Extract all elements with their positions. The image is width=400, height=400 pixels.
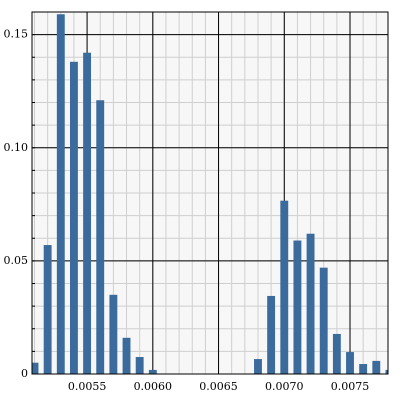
x-tick-label: 0.0075 xyxy=(331,380,370,393)
y-tick-label: 0.10 xyxy=(4,141,29,154)
bar xyxy=(56,14,65,374)
bar xyxy=(306,233,315,374)
bar xyxy=(359,364,368,374)
x-tick-label: 0.0070 xyxy=(265,380,304,393)
bar xyxy=(254,359,262,374)
plot-frame xyxy=(31,11,389,375)
bar xyxy=(83,52,92,374)
bar xyxy=(280,200,289,374)
bar xyxy=(293,240,302,374)
bar xyxy=(43,245,52,374)
bar xyxy=(96,100,105,375)
bar xyxy=(267,295,276,374)
y-tick-label: 0 xyxy=(21,367,28,380)
bar xyxy=(385,369,388,374)
y-tick-label: 0.05 xyxy=(4,254,29,267)
bar xyxy=(69,61,78,375)
x-tick-label: 0.0060 xyxy=(134,380,173,393)
bar xyxy=(148,369,157,374)
bar xyxy=(109,294,118,374)
x-tick-label: 0.0055 xyxy=(68,380,107,393)
bar xyxy=(135,357,144,374)
bar xyxy=(122,337,131,374)
bar xyxy=(346,352,354,374)
y-tick-label: 0.15 xyxy=(4,28,29,41)
bar xyxy=(372,360,381,374)
bar xyxy=(332,333,341,374)
x-tick-label: 0.0065 xyxy=(199,380,238,393)
bar xyxy=(32,362,39,374)
bar xyxy=(319,267,328,374)
